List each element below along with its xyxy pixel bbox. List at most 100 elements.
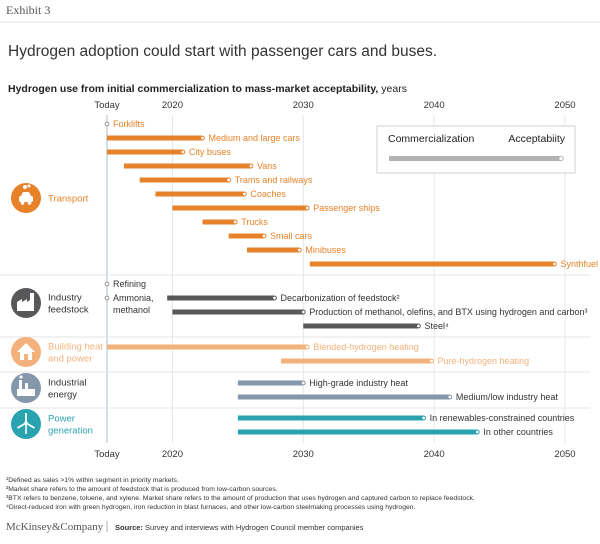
bar-industry_feedstock-4 (303, 323, 419, 329)
end-marker-industry_feedstock-3 (300, 309, 306, 315)
row-label-power-0: In renewables-constrained countries (430, 413, 575, 423)
source-label: Source: (115, 523, 143, 532)
end-marker-transport-3 (248, 163, 254, 169)
group-label-transport: Transport (48, 194, 89, 205)
subtitle-unit: years (381, 83, 407, 95)
bar-building-0 (107, 344, 308, 350)
headline: Hydrogen adoption could start with passe… (8, 43, 437, 60)
row-label-transport-4: Trams and railways (235, 175, 313, 185)
footnotes: ¹Defined as sales >1% within segment in … (6, 477, 475, 511)
wind-icon (11, 409, 41, 439)
group-label-industry_feedstock: feedstock (48, 305, 89, 316)
end-marker-transport-5 (242, 191, 247, 197)
factory-icon (11, 288, 41, 318)
row-label-transport-10: Synthfuel for freight ships and airplane… (561, 259, 600, 269)
row-label-industrial_energy-1: Medium/low industry heat (456, 392, 559, 402)
footnote-4: ⁴Direct-reduced iron with green hydrogen… (6, 504, 416, 511)
footnote-1: ¹Defined as sales >1% within segment in … (6, 477, 179, 484)
bar-transport-6 (172, 205, 308, 211)
row-label-industry_feedstock-0: Refining (113, 279, 146, 289)
exhibit-label: Exhibit 3 (6, 3, 50, 17)
tick-label-2030: 2030 (293, 100, 314, 111)
house-icon (11, 337, 41, 367)
end-marker-transport-8 (261, 233, 267, 239)
bar-transport-3 (124, 163, 251, 169)
bar-power-1 (237, 429, 478, 435)
footnote-3: ³BTX refers to benzene, toluene, and xyl… (6, 495, 475, 502)
end-marker-industrial_energy-0 (300, 380, 306, 386)
bar-transport-7 (202, 219, 236, 225)
chart-subtitle: Hydrogen use from initial commercializat… (8, 83, 407, 95)
bar-transport-8 (228, 233, 265, 239)
row-label-industry_feedstock-4: Steel⁴ (424, 321, 449, 331)
legend-end-marker (558, 155, 564, 162)
legend-box (376, 125, 576, 174)
end-marker-transport-1 (200, 135, 205, 141)
group-label-industrial_energy: energy (48, 390, 77, 401)
row-label-industrial_energy-0: High-grade industry heat (309, 378, 408, 388)
tick-label-2040: 2040 (424, 100, 445, 111)
row-label-transport-0: Forklifts (113, 119, 145, 129)
chart-groups: Transport Forklifts Medium and large cars C… (0, 119, 600, 439)
end-marker-industry_feedstock-4 (416, 323, 421, 329)
tick-label-2040: 2040 (424, 449, 445, 460)
footnote-2: ²Market share refers to the amount of fe… (6, 486, 278, 493)
group-label-building: Building heat (48, 342, 103, 353)
row-label-transport-9: Minibuses (305, 245, 346, 255)
bar-transport-10 (309, 261, 555, 267)
row-label-transport-2: City buses (189, 147, 232, 157)
row-label-transport-3: Vans (257, 161, 277, 171)
row-label-building-1: Pure-hydrogen heating (438, 356, 530, 366)
tick-label-2050: 2050 (554, 100, 575, 111)
end-marker-industry_feedstock-1 (104, 295, 110, 301)
end-marker-industry_feedstock-2 (272, 295, 277, 301)
industrial-icon (11, 373, 41, 403)
subtitle-bold: Hydrogen use from initial commercializat… (8, 83, 378, 95)
group-label-power: Power (48, 414, 75, 425)
group-transport: Transport Forklifts Medium and large cars C… (11, 119, 600, 269)
end-marker-transport-2 (180, 149, 186, 155)
legend-acceptability: Acceptabiity (508, 133, 565, 145)
bar-industrial_energy-0 (237, 380, 304, 386)
end-marker-building-0 (304, 344, 310, 350)
end-marker-transport-7 (232, 219, 238, 225)
bar-power-0 (237, 415, 424, 421)
group-label-industrial_energy: Industrial (48, 378, 87, 389)
tick-label-2020: 2020 (162, 449, 183, 460)
source-note: Source: Survey and interviews with Hydro… (115, 523, 364, 532)
row-label-industry_feedstock-1: Ammonia, methanol (113, 293, 154, 315)
row-label-industry_feedstock-3: Production of methanol, olefins, and BTX… (309, 307, 587, 317)
end-marker-power-0 (421, 415, 427, 421)
group-label-power: generation (48, 426, 93, 437)
end-marker-power-1 (474, 429, 480, 435)
row-label-transport-5: Coaches (250, 189, 286, 199)
bar-transport-9 (247, 247, 300, 253)
end-marker-transport-4 (226, 177, 232, 183)
row-label-transport-1: Medium and large cars (209, 133, 301, 143)
car-icon (11, 183, 41, 213)
brand-logo: McKinsey&Company (6, 521, 104, 533)
bar-industrial_energy-1 (237, 394, 450, 400)
end-marker-transport-9 (296, 247, 302, 253)
bar-transport-5 (155, 191, 245, 197)
source-text: Survey and interviews with Hydrogen Coun… (145, 523, 364, 532)
row-label-transport-8: Small cars (270, 231, 313, 241)
end-marker-transport-6 (304, 205, 310, 211)
bar-transport-4 (139, 177, 229, 183)
bar-transport-2 (107, 149, 183, 155)
bar-industry_feedstock-2 (167, 295, 275, 301)
bar-building-1 (281, 358, 432, 364)
bar-transport-1 (107, 135, 203, 141)
bar-industry_feedstock-3 (172, 309, 304, 315)
tick-label-2020: 2020 (162, 100, 183, 111)
end-marker-industry_feedstock-0 (104, 281, 110, 287)
legend-bar (389, 156, 561, 161)
row-label-building-0: Blended-hydrogen heating (313, 342, 419, 352)
tick-label-today: Today (94, 449, 120, 460)
tick-label-today: Today (94, 100, 120, 111)
